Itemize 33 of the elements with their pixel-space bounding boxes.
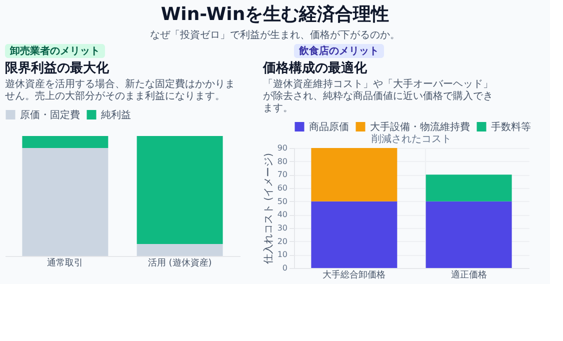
y-axis-title: 仕入れコスト (イメージ) <box>262 152 274 264</box>
y-tick-label: 80 <box>277 156 288 166</box>
y-tick-label: 60 <box>277 184 288 192</box>
y-tick-label: 50 <box>277 196 288 206</box>
chart-subtitle: 遊休資産を活用する場合、新たな固定費はかかりません。売上の大部分がそのまま利益になります。 <box>5 78 235 102</box>
legend-label: 商品原価 <box>309 120 349 133</box>
text: なぜ「投資ゼロ」で利益が生まれ、価格が下がるのか。 <box>150 29 400 41</box>
chart-subtitle: 「遊休資産維持コスト」や「大手オーバーヘッド」が除去され、純粋な商品価値に近い価格で購入できます。 <box>262 78 493 114</box>
y-tick-label: 30 <box>277 224 288 232</box>
y-tick-label: 90 <box>277 144 288 152</box>
text: 削減されたコスト <box>372 133 452 145</box>
text: 卸売業者のメリット <box>9 45 100 57</box>
legend-label: 純利益 <box>101 108 131 121</box>
bar <box>426 201 512 268</box>
y-tick-label: 10 <box>277 250 288 260</box>
y-tick-label: 0 <box>282 264 288 272</box>
x-tick-label: 適正価格 <box>450 270 487 280</box>
y-tick-label: 40 <box>277 210 288 220</box>
bar <box>311 201 398 268</box>
legend-label: 手数料等 <box>491 120 531 133</box>
bar <box>426 174 512 202</box>
y-tick-label: 20 <box>277 236 288 246</box>
x-tick-label: 通常取引 <box>47 258 84 268</box>
legend-label: 原価・固定費 <box>20 108 80 121</box>
text: 飲食店のメリット <box>298 45 379 57</box>
bar <box>311 148 398 202</box>
x-tick-label: 活用 (遊休資産) <box>148 258 212 268</box>
legend-label: 大手設備・物流維持費 <box>370 120 470 133</box>
y-tick-label: 70 <box>277 170 288 180</box>
x-tick-label: 大手総合卸価格 <box>322 270 386 280</box>
text: Win-Winを生む経済合理性 <box>160 4 390 25</box>
chart-title: 限界利益の最大化 <box>5 60 110 76</box>
chart-title: 価格構成の最適化 <box>262 60 368 76</box>
